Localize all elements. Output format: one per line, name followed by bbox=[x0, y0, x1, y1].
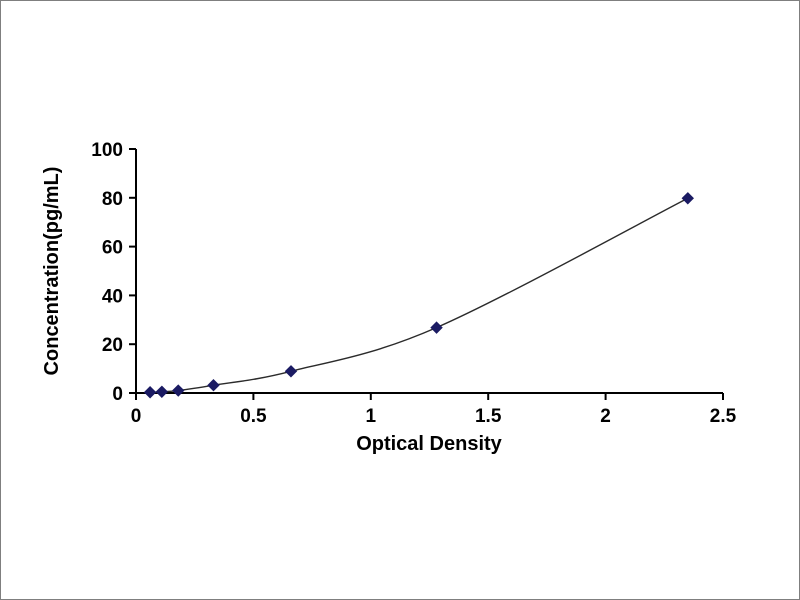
y-tick-label: 100 bbox=[91, 140, 123, 161]
y-tick-label: 0 bbox=[112, 384, 123, 405]
x-tick-label: 0 bbox=[131, 406, 142, 427]
y-tick-label: 60 bbox=[102, 238, 123, 259]
data-point-marker bbox=[681, 192, 694, 205]
x-tick-label: 0.5 bbox=[240, 406, 267, 427]
y-tick-label: 20 bbox=[102, 335, 123, 356]
x-tick-label: 2.5 bbox=[710, 406, 737, 427]
x-axis-title: Optical Density bbox=[356, 433, 502, 455]
x-tick-label: 2 bbox=[600, 406, 611, 427]
data-point-marker bbox=[207, 378, 220, 392]
axis-lines bbox=[135, 149, 723, 394]
y-axis-title: Concentration(pg/mL) bbox=[41, 167, 63, 376]
data-point-marker bbox=[143, 386, 157, 399]
x-tick-label: 1.5 bbox=[475, 406, 502, 427]
y-tick-label: 80 bbox=[102, 189, 123, 210]
data-point-marker bbox=[284, 365, 298, 378]
y-tick-label: 40 bbox=[102, 286, 123, 307]
x-tick-label: 1 bbox=[366, 406, 377, 427]
plot-area: 0 0.5 1 1.5 2 2.5 0 20 40 60 80 100 bbox=[91, 140, 736, 427]
data-point-marker bbox=[155, 385, 169, 398]
data-point-marker bbox=[430, 321, 443, 334]
curve-line bbox=[150, 197, 689, 393]
data-point-marker bbox=[172, 384, 185, 397]
